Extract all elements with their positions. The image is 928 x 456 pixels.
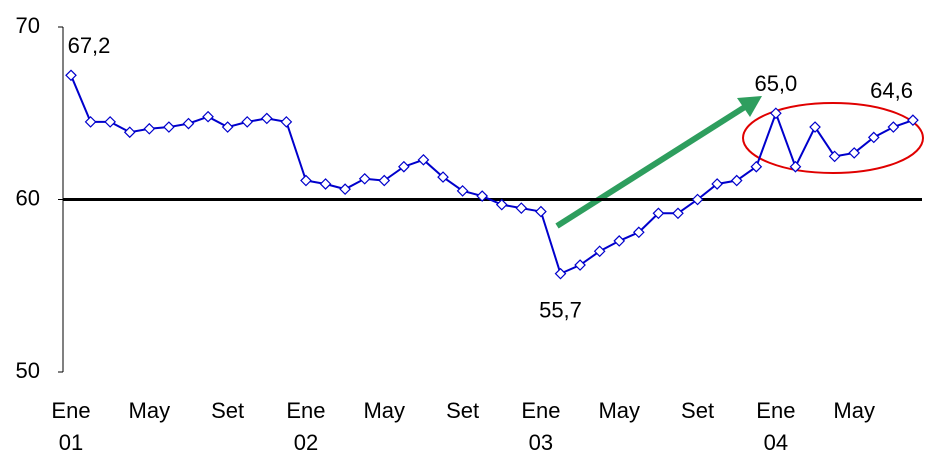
data-point	[515, 202, 528, 214]
data-point	[691, 193, 704, 206]
data-point	[143, 122, 156, 135]
data-point	[672, 207, 684, 220]
x-tick-label: 04	[764, 430, 788, 455]
data-point	[711, 178, 723, 190]
trend-arrow-head	[737, 96, 762, 117]
x-tick-label: Ene	[756, 398, 795, 423]
x-tick-label: Ene	[51, 398, 90, 423]
data-point	[574, 259, 586, 271]
x-tick-label: May	[363, 398, 405, 423]
data-point	[280, 116, 293, 128]
data-point	[339, 183, 351, 195]
data-point	[907, 114, 919, 126]
x-tick-label: Ene	[286, 398, 325, 423]
data-point	[789, 160, 802, 173]
x-tick-label: May	[598, 398, 640, 423]
data-point	[495, 198, 508, 211]
data-point	[887, 121, 900, 133]
data-point	[84, 116, 97, 128]
data-point	[652, 207, 665, 220]
data-point	[202, 110, 214, 123]
data-point	[398, 160, 410, 173]
data-point	[848, 147, 861, 159]
y-tick-label: 50	[16, 358, 40, 383]
data-point	[300, 174, 312, 187]
data-point	[828, 150, 841, 163]
data-point	[809, 121, 821, 133]
data-point	[730, 174, 743, 187]
trend-arrow	[555, 102, 750, 229]
data-point	[535, 205, 547, 218]
data-point	[750, 160, 763, 173]
data-point	[182, 117, 195, 130]
x-tick-label: 03	[529, 430, 553, 455]
data-point	[358, 172, 371, 185]
data-point	[554, 267, 567, 280]
data-point	[241, 116, 254, 128]
data-point	[260, 112, 273, 125]
data-point	[476, 190, 489, 202]
data-point	[632, 226, 645, 239]
highlight-ellipse	[742, 102, 924, 174]
x-tick-label: 01	[59, 430, 83, 455]
data-point	[437, 171, 449, 183]
data-label: 64,6	[870, 78, 913, 103]
data-point	[319, 178, 332, 190]
data-point	[104, 116, 117, 128]
x-tick-label: Set	[681, 398, 714, 423]
data-point	[221, 121, 234, 133]
data-point	[65, 69, 77, 82]
x-tick-label: Set	[211, 398, 244, 423]
y-tick-label: 60	[16, 185, 40, 210]
data-point	[123, 126, 136, 139]
data-point	[593, 245, 606, 258]
x-tick-label: May	[129, 398, 171, 423]
data-point	[613, 235, 626, 247]
data-point	[770, 107, 782, 120]
data-point	[417, 153, 430, 166]
series-line	[70, 74, 914, 276]
data-point	[867, 131, 880, 144]
x-tick-label: 02	[294, 430, 318, 455]
data-label: 65,0	[754, 71, 797, 96]
data-point	[378, 174, 391, 187]
x-tick-label: May	[833, 398, 875, 423]
data-point	[163, 121, 175, 133]
data-label: 67,2	[68, 33, 111, 58]
x-tick-label: Set	[446, 398, 479, 423]
y-tick-label: 70	[16, 13, 40, 38]
data-label: 55,7	[539, 297, 582, 322]
data-point	[456, 185, 469, 197]
x-tick-label: Ene	[521, 398, 560, 423]
